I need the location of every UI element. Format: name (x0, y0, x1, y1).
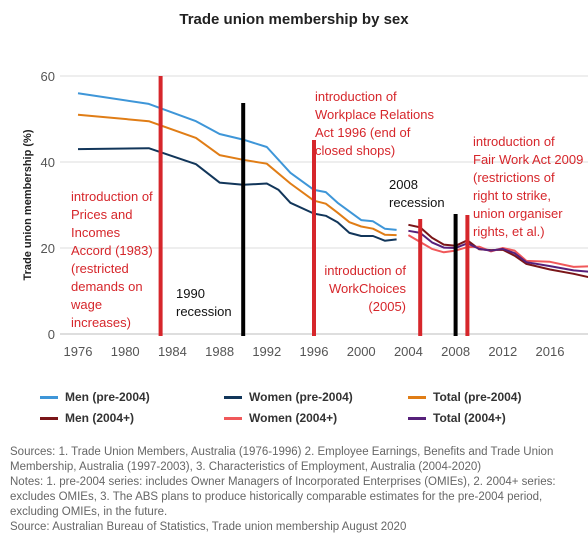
annotation-line: Workplace Relations (315, 107, 434, 122)
annotation-line: union organiser (473, 206, 563, 221)
legend-label: Women (pre-2004) (249, 390, 353, 404)
y-axis-label: Trade union membership (%) (22, 129, 34, 280)
legend-item: Women (pre-2004) (224, 390, 353, 404)
x-tick-label: 1992 (252, 344, 281, 359)
legend-swatch (40, 416, 58, 420)
x-tick-label: 2004 (394, 344, 423, 359)
legend-swatch (408, 395, 426, 399)
y-tick-label: 40 (41, 155, 55, 170)
y-tick-label: 0 (48, 327, 55, 342)
annotation-text: 1990 recession (176, 286, 232, 319)
legend-item: Men (2004+) (40, 411, 134, 425)
annotation-line: introduction of (473, 134, 555, 149)
legend-swatch (224, 416, 242, 420)
legend-swatch (40, 395, 58, 399)
annotation-line: Act 1996 (end of (315, 125, 411, 140)
annotation-line: Prices and (71, 207, 132, 222)
annotation-line: closed shops) (315, 143, 395, 158)
notes-text: Notes: 1. pre-2004 series: includes Owne… (10, 476, 556, 518)
annotation-line: introduction of (71, 189, 153, 204)
annotation-line: Fair Work Act 2009 (473, 152, 583, 167)
legend-item: Total (pre-2004) (408, 390, 521, 404)
legend-swatch (224, 395, 242, 399)
annotation-line: 2008 (389, 177, 418, 192)
annotation-line: demands on (71, 279, 143, 294)
x-tick-label: 1976 (64, 344, 93, 359)
sources-text: Sources: 1. Trade Union Members, Austral… (10, 446, 554, 473)
x-tick-label: 1980 (111, 344, 140, 359)
annotation-text: introduction of Workplace Relations Act 19… (315, 89, 434, 158)
series-line (77, 147, 397, 242)
x-tick-label: 1988 (205, 344, 234, 359)
annotation-line: Incomes (71, 225, 121, 240)
annotation-line: wage (70, 297, 102, 312)
annotation-text: introduction of Fair Work Act 2009 (restri… (473, 134, 583, 239)
annotation-line: 1990 (176, 286, 205, 301)
legend-label: Total (2004+) (433, 411, 506, 425)
legend-item: Women (2004+) (224, 411, 337, 425)
source-text: Source: Australian Bureau of Statistics,… (10, 521, 407, 533)
annotation-text: 2008 recession (389, 177, 445, 210)
annotation-line: (restricted (71, 261, 129, 276)
annotation-line: introduction of (324, 263, 406, 278)
x-tick-label: 1996 (300, 344, 329, 359)
annotation-line: WorkChoices (329, 281, 407, 296)
y-tick-label: 20 (41, 241, 55, 256)
chart-title: Trade union membership by sex (179, 11, 409, 28)
y-tick-label: 60 (41, 69, 55, 84)
notes-block: Sources: 1. Trade Union Members, Austral… (10, 445, 582, 535)
legend-label: Men (pre-2004) (65, 390, 150, 404)
chart: Trade union membership by sex Trade unio… (22, 11, 588, 359)
annotation-line: introduction of (315, 89, 397, 104)
annotation-line: right to strike, (473, 188, 551, 203)
legend-label: Women (2004+) (249, 411, 338, 425)
annotation-line: increases) (71, 315, 131, 330)
legend-label: Total (pre-2004) (433, 390, 522, 404)
x-tick-label: 1984 (158, 344, 187, 359)
legend-item: Total (2004+) (408, 411, 506, 425)
annotation-line: (restrictions of (473, 170, 555, 185)
annotation-line: (2005) (368, 299, 406, 314)
annotation-line: rights, et al.) (473, 224, 545, 239)
annotation-line: recession (176, 304, 232, 319)
annotation-line: Accord (1983) (71, 243, 153, 258)
x-tick-label: 2008 (441, 344, 470, 359)
legend-item: Men (pre-2004) (40, 390, 150, 404)
series-line (408, 229, 588, 273)
annotation-text: introduction of WorkChoices (2005) (324, 263, 406, 314)
legend-label: Men (2004+) (65, 411, 135, 425)
x-tick-label: 2012 (488, 344, 517, 359)
x-tick-label: 2000 (347, 344, 376, 359)
x-tick-label: 2016 (536, 344, 565, 359)
annotation-text: introduction of Prices and Incomes Accord (… (70, 189, 153, 330)
legend-swatch (408, 416, 426, 420)
annotation-line: recession (389, 195, 445, 210)
